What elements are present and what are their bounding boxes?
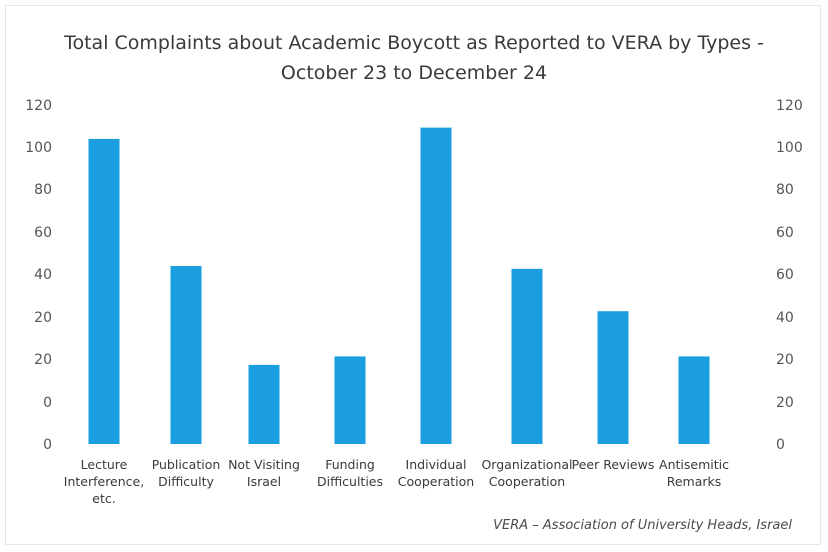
x-category-label-line: Remarks (667, 474, 722, 489)
y-tick-label-left: 80 (34, 182, 52, 198)
x-category-label-line: etc. (92, 491, 115, 506)
x-category-label-line: Israel (247, 474, 281, 489)
y-tick-label-left: 40 (34, 267, 52, 283)
x-category-label-line: Funding (325, 457, 375, 472)
x-category-label-line: Difficulty (158, 474, 214, 489)
bar (678, 356, 710, 444)
y-tick-label-right: 20 (776, 352, 794, 368)
bar (170, 266, 202, 444)
bar (511, 268, 543, 444)
x-category-label: Antisemitic Remarks (659, 457, 729, 489)
bar (334, 356, 366, 444)
chart-frame (5, 5, 821, 545)
y-tick-label-right: 120 (776, 98, 803, 114)
x-category-label-line: Interference, (64, 474, 144, 489)
bar (597, 311, 629, 444)
x-category-label: Funding Difficulties (317, 457, 383, 489)
y-tick-label-right: 60 (776, 225, 794, 241)
y-tick-label-right: 80 (776, 182, 794, 198)
x-category-label-line: Lecture (81, 457, 128, 472)
x-category-label-line: Difficulties (317, 474, 383, 489)
y-tick-label-right: 0 (776, 437, 785, 453)
y-tick-label-left: 100 (25, 140, 52, 156)
y-tick-label-right: 20 (776, 395, 794, 411)
y-tick-label-left: 60 (34, 225, 52, 241)
x-category-label: Lecture Interference, etc. (64, 457, 144, 506)
x-category-label-line: Publication (152, 457, 221, 472)
chart-title: Total Complaints about Academic Boycott … (64, 32, 764, 84)
x-category-label-line: Organizational (481, 457, 572, 472)
x-category-label: Organizational Cooperation (481, 457, 572, 489)
x-category-label: Peer Reviews (572, 457, 655, 472)
y-tick-label-left: 20 (34, 310, 52, 326)
y-tick-label-left: 20 (34, 352, 52, 368)
y-tick-label-right: 100 (776, 140, 803, 156)
x-category-label-line: Antisemitic (659, 457, 729, 472)
y-tick-label-left: 0 (43, 437, 52, 453)
x-category-label-line: Cooperation (398, 474, 474, 489)
x-category-label: Individual Cooperation (398, 457, 474, 489)
y-tick-label-left: 120 (25, 98, 52, 114)
x-category-label-line: Not Visiting (228, 457, 300, 472)
bar (248, 364, 280, 444)
bar (88, 138, 120, 444)
y-tick-label-right: 40 (776, 310, 794, 326)
x-category-label: Publication Difficulty (152, 457, 221, 489)
x-category-label-line: Cooperation (489, 474, 565, 489)
y-tick-label-right: 60 (776, 267, 794, 283)
bar (420, 127, 452, 444)
source-note: VERA – Association of University Heads, … (493, 518, 792, 533)
y-tick-label-left: 0 (43, 395, 52, 411)
x-category-label-line: Individual (406, 457, 467, 472)
x-category-label-line: Peer Reviews (572, 457, 655, 472)
x-category-label: Not Visiting Israel (228, 457, 300, 489)
